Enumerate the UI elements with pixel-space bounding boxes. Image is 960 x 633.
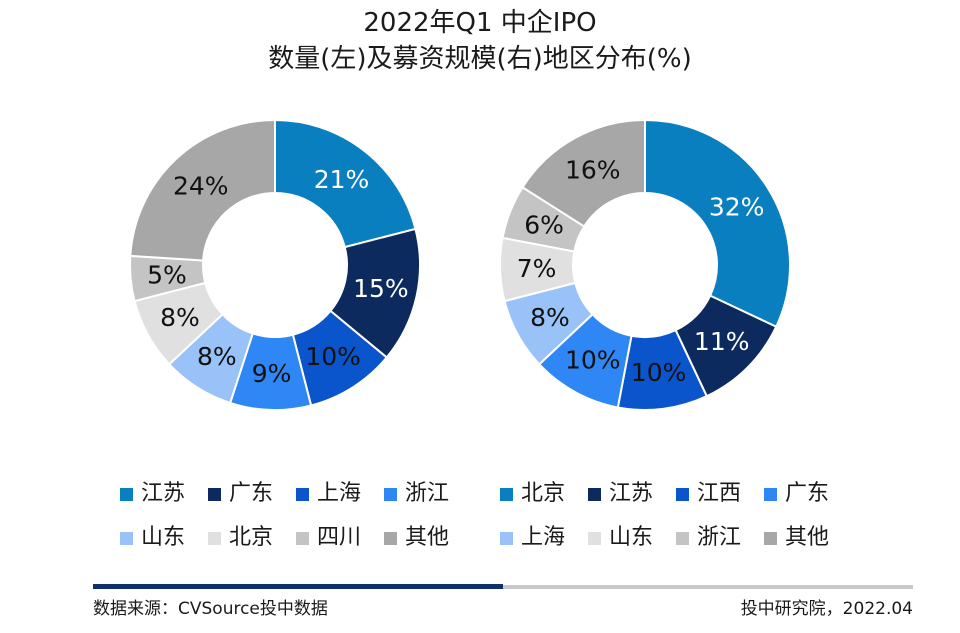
donut1-label-4: 8%: [530, 303, 570, 332]
legend0-label-3: 浙江: [405, 481, 450, 506]
legend1-item-1: 江苏: [588, 478, 653, 510]
legend0-label-5: 北京: [229, 525, 274, 550]
legend0-swatch-6: [296, 531, 309, 545]
legend1-item-2: 江西: [676, 478, 741, 510]
legend0-label-0: 江苏: [141, 481, 186, 506]
donut1-label-3: 10%: [565, 346, 621, 375]
legend0-item-3: 浙江: [384, 478, 449, 510]
legend0-label-2: 上海: [317, 481, 362, 506]
legend1-swatch-4: [500, 531, 513, 545]
donut-chart-count: 21% 15% 10% 9% 8% 8% 5% 24%: [129, 118, 421, 411]
donut-chart-funding: 32%11%10%10%8%7%6%16%: [499, 118, 791, 411]
legend0-item-5: 北京: [208, 522, 273, 554]
legend1-label-5: 山东: [609, 525, 654, 550]
legend1-swatch-2: [676, 487, 689, 501]
donut1-label-2: 10%: [631, 358, 687, 387]
donut1-label-6: 6%: [524, 211, 564, 240]
legend1-item-6: 浙江: [676, 522, 741, 554]
legend0-swatch-1: [208, 487, 221, 501]
legend0-swatch-0: [120, 487, 133, 501]
legend0-label-6: 四川: [317, 525, 362, 550]
legend1-item-4: 上海: [500, 522, 565, 554]
legend0-swatch-7: [384, 531, 397, 545]
legend0-swatch-5: [208, 531, 221, 545]
donut0-label-1: 15%: [353, 274, 409, 303]
legend1-swatch-0: [500, 487, 513, 501]
legend1-label-0: 北京: [521, 481, 566, 506]
legend1-item-3: 广东: [764, 478, 829, 510]
legend1-swatch-5: [588, 531, 601, 545]
donut1-label-7: 16%: [565, 155, 621, 184]
legend0-item-2: 上海: [296, 478, 361, 510]
legend0-item-4: 山东: [120, 522, 185, 554]
legend0-swatch-2: [296, 487, 309, 501]
legend1-label-1: 江苏: [609, 481, 654, 506]
donut0-label-2: 10%: [305, 342, 361, 371]
legend0-item-6: 四川: [296, 522, 361, 554]
legend0-swatch-3: [384, 487, 397, 501]
donut0-label-5: 8%: [160, 303, 200, 332]
legend1-label-4: 上海: [521, 525, 566, 550]
legend1-swatch-7: [764, 531, 777, 545]
legend1-item-0: 北京: [500, 478, 565, 510]
donut0-label-6: 5%: [147, 261, 187, 290]
publisher-date: 投中研究院，2022.04: [740, 599, 913, 619]
legend0-item-0: 江苏: [120, 478, 185, 510]
legend1-label-3: 广东: [785, 481, 830, 506]
legend1-swatch-1: [588, 487, 601, 501]
donut0-slice-7: [129, 118, 276, 262]
legend1-item-7: 其他: [764, 522, 829, 554]
chart-title-line2: 数量(左)及募资规模(右)地区分布(%): [268, 44, 692, 74]
legend1-label-6: 浙江: [697, 525, 742, 550]
legend1-label-7: 其他: [785, 525, 830, 550]
donut0-label-3: 9%: [252, 359, 292, 388]
donut1-label-0: 32%: [709, 192, 765, 221]
donut0-label-0: 21%: [314, 165, 370, 194]
legend0-label-1: 广东: [229, 481, 274, 506]
legend1-swatch-6: [676, 531, 689, 545]
donut0-slice-0: [274, 118, 417, 249]
donut0-label-7: 24%: [173, 171, 229, 200]
legend0-label-4: 山东: [141, 525, 186, 550]
footer-divider-accent: [93, 584, 503, 589]
donut0-label-4: 8%: [197, 342, 237, 371]
legend0-item-1: 广东: [208, 478, 273, 510]
legend1-swatch-3: [764, 487, 777, 501]
donut1-slice-0: [644, 118, 791, 329]
legend1-label-2: 江西: [697, 481, 742, 506]
donut1-label-5: 7%: [517, 254, 557, 283]
donut1-label-1: 11%: [694, 327, 750, 356]
legend0-label-7: 其他: [405, 525, 450, 550]
chart-title-line1: 2022年Q1 中企IPO: [363, 8, 597, 38]
legend0-swatch-4: [120, 531, 133, 545]
legend1-item-5: 山东: [588, 522, 653, 554]
data-source: 数据来源：CVSource投中数据: [93, 599, 328, 619]
donut1-slice-7: [521, 118, 646, 228]
legend0-item-7: 其他: [384, 522, 449, 554]
footer-divider: [93, 585, 913, 589]
